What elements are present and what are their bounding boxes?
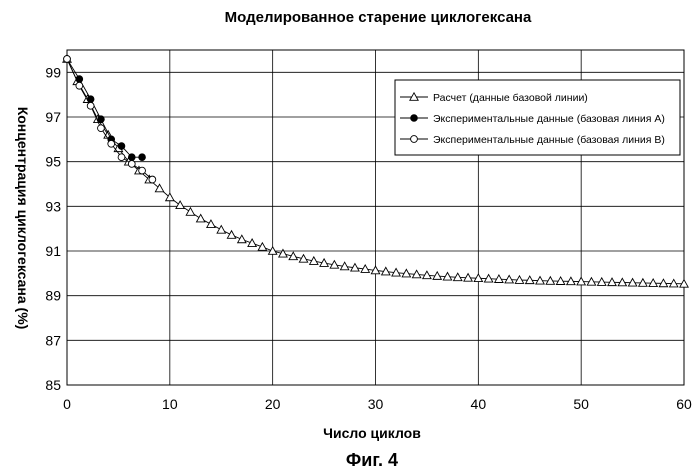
data-point-baseline-b xyxy=(118,154,125,161)
x-tick-label: 0 xyxy=(63,396,71,412)
data-point-baseline-a xyxy=(118,143,125,150)
y-tick-label: 99 xyxy=(45,64,61,80)
y-tick-label: 93 xyxy=(45,198,61,214)
data-point-baseline-b xyxy=(139,167,146,174)
y-tick-label: 85 xyxy=(45,377,61,393)
x-tick-label: 50 xyxy=(573,396,589,412)
data-point-baseline-b xyxy=(149,176,156,183)
legend-label-calculated: Расчет (данные базовой линии) xyxy=(433,92,588,104)
legend-label-baseline-b: Экспериментальные данные (базовая линия … xyxy=(433,134,665,146)
x-tick-label: 30 xyxy=(368,396,384,412)
data-point-baseline-b xyxy=(76,82,83,89)
data-point-baseline-b xyxy=(128,161,135,168)
y-tick-label: 97 xyxy=(45,109,61,125)
data-point-baseline-a xyxy=(139,154,146,161)
x-tick-label: 20 xyxy=(265,396,281,412)
legend-marker-baseline-a xyxy=(411,115,418,122)
y-tick-label: 87 xyxy=(45,332,61,348)
y-axis-label: Концентрация циклогексана (%) xyxy=(15,107,31,330)
y-tick-label: 95 xyxy=(45,154,61,170)
y-tick-label: 89 xyxy=(45,288,61,304)
x-tick-label: 40 xyxy=(471,396,487,412)
figure-caption: Фиг. 4 xyxy=(346,450,398,470)
data-point-baseline-a xyxy=(128,154,135,161)
legend: Расчет (данные базовой линии) Эксперимен… xyxy=(395,80,680,155)
data-point-baseline-b xyxy=(98,125,105,132)
x-tick-label: 60 xyxy=(676,396,692,412)
data-point-baseline-b xyxy=(64,56,71,63)
legend-label-baseline-a: Экспериментальные данные (базовая линия … xyxy=(433,113,665,125)
chart-title: Моделированное старение циклогексана xyxy=(225,9,532,26)
legend-marker-baseline-b xyxy=(411,136,418,143)
data-point-baseline-a xyxy=(98,116,105,123)
data-point-baseline-b xyxy=(87,102,94,109)
x-tick-label: 10 xyxy=(162,396,178,412)
x-axis-label: Число циклов xyxy=(323,425,421,441)
y-tick-label: 91 xyxy=(45,243,61,259)
data-point-baseline-b xyxy=(108,140,115,147)
